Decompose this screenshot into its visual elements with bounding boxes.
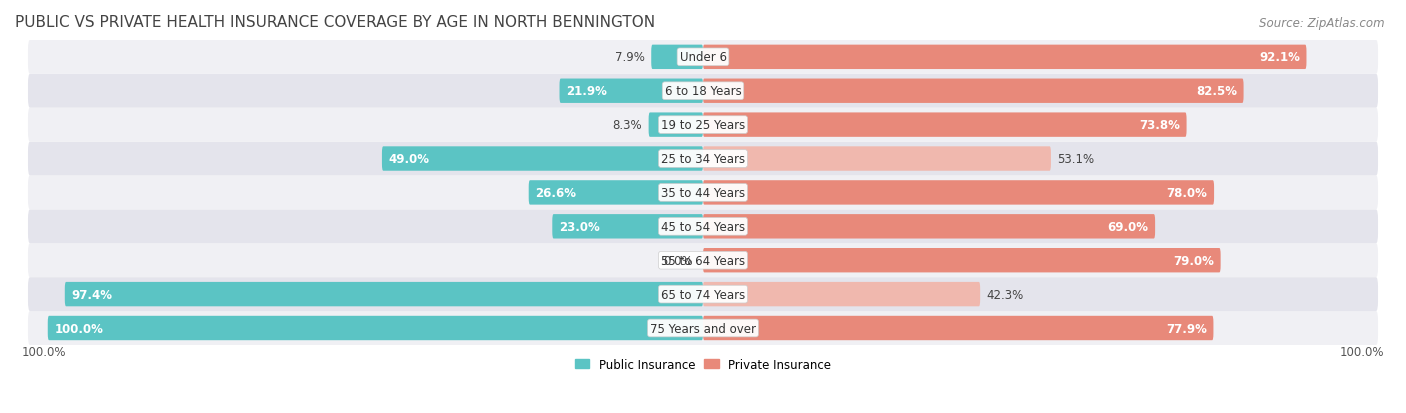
Text: 45 to 54 Years: 45 to 54 Years: [661, 220, 745, 233]
FancyBboxPatch shape: [48, 316, 703, 340]
Text: 75 Years and over: 75 Years and over: [650, 322, 756, 335]
FancyBboxPatch shape: [703, 45, 1306, 70]
Text: 35 to 44 Years: 35 to 44 Years: [661, 186, 745, 199]
Text: 92.1%: 92.1%: [1258, 51, 1301, 64]
FancyBboxPatch shape: [28, 109, 1378, 142]
FancyBboxPatch shape: [560, 79, 703, 104]
Text: 26.6%: 26.6%: [536, 186, 576, 199]
Text: 19 to 25 Years: 19 to 25 Years: [661, 119, 745, 132]
Text: Source: ZipAtlas.com: Source: ZipAtlas.com: [1260, 17, 1385, 29]
Text: 73.8%: 73.8%: [1139, 119, 1180, 132]
FancyBboxPatch shape: [382, 147, 703, 171]
FancyBboxPatch shape: [553, 215, 703, 239]
FancyBboxPatch shape: [28, 41, 1378, 75]
FancyBboxPatch shape: [28, 244, 1378, 278]
FancyBboxPatch shape: [703, 248, 1220, 273]
FancyBboxPatch shape: [28, 142, 1378, 176]
FancyBboxPatch shape: [529, 181, 703, 205]
Text: 78.0%: 78.0%: [1167, 186, 1208, 199]
FancyBboxPatch shape: [703, 113, 1187, 138]
FancyBboxPatch shape: [703, 282, 980, 306]
FancyBboxPatch shape: [28, 75, 1378, 109]
Text: 25 to 34 Years: 25 to 34 Years: [661, 153, 745, 166]
Text: 69.0%: 69.0%: [1108, 220, 1149, 233]
Text: Under 6: Under 6: [679, 51, 727, 64]
Text: 79.0%: 79.0%: [1173, 254, 1215, 267]
Text: 53.1%: 53.1%: [1057, 153, 1095, 166]
Text: 82.5%: 82.5%: [1197, 85, 1237, 98]
Text: 77.9%: 77.9%: [1166, 322, 1206, 335]
Text: 97.4%: 97.4%: [72, 288, 112, 301]
Text: 100.0%: 100.0%: [1340, 345, 1385, 358]
FancyBboxPatch shape: [703, 147, 1050, 171]
FancyBboxPatch shape: [703, 316, 1213, 340]
Text: 8.3%: 8.3%: [613, 119, 643, 132]
FancyBboxPatch shape: [703, 79, 1243, 104]
Text: 100.0%: 100.0%: [21, 345, 66, 358]
FancyBboxPatch shape: [651, 45, 703, 70]
Text: 100.0%: 100.0%: [55, 322, 103, 335]
Text: 0.0%: 0.0%: [664, 254, 693, 267]
FancyBboxPatch shape: [703, 181, 1215, 205]
FancyBboxPatch shape: [28, 278, 1378, 311]
Text: 55 to 64 Years: 55 to 64 Years: [661, 254, 745, 267]
Text: 6 to 18 Years: 6 to 18 Years: [665, 85, 741, 98]
Text: 7.9%: 7.9%: [614, 51, 645, 64]
Text: 42.3%: 42.3%: [987, 288, 1024, 301]
Text: PUBLIC VS PRIVATE HEALTH INSURANCE COVERAGE BY AGE IN NORTH BENNINGTON: PUBLIC VS PRIVATE HEALTH INSURANCE COVER…: [15, 15, 655, 30]
FancyBboxPatch shape: [28, 311, 1378, 345]
FancyBboxPatch shape: [65, 282, 703, 306]
Text: 21.9%: 21.9%: [567, 85, 607, 98]
FancyBboxPatch shape: [28, 210, 1378, 244]
FancyBboxPatch shape: [648, 113, 703, 138]
Legend: Public Insurance, Private Insurance: Public Insurance, Private Insurance: [571, 354, 835, 376]
FancyBboxPatch shape: [703, 215, 1156, 239]
Text: 65 to 74 Years: 65 to 74 Years: [661, 288, 745, 301]
Text: 23.0%: 23.0%: [558, 220, 599, 233]
Text: 49.0%: 49.0%: [388, 153, 429, 166]
FancyBboxPatch shape: [28, 176, 1378, 210]
